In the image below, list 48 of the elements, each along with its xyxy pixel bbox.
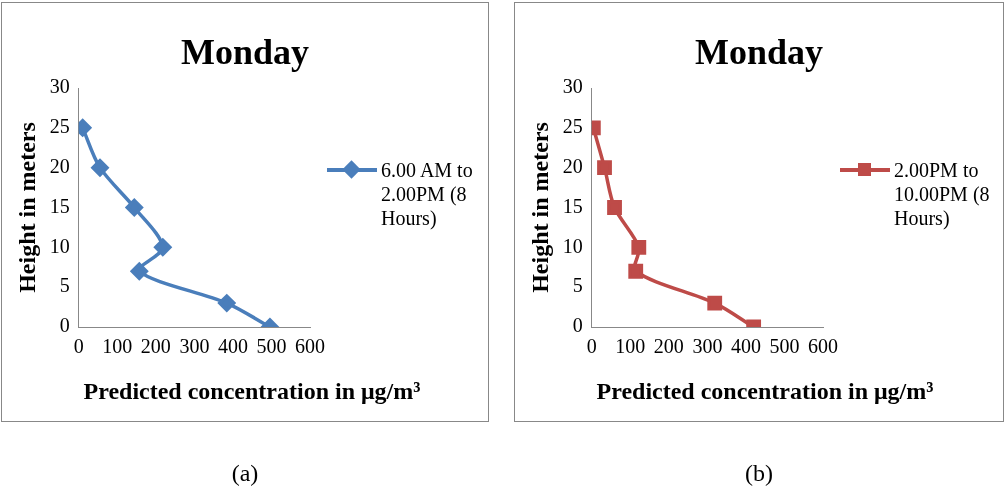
x-tick-label: 0 <box>586 335 597 358</box>
y-tick-label: 5 <box>59 274 70 297</box>
x-tick-label: 100 <box>615 335 646 358</box>
x-tick-label: 200 <box>140 335 171 358</box>
x-tick-label: 300 <box>179 335 210 358</box>
point <box>597 160 612 176</box>
x-tick-label: 200 <box>653 335 684 358</box>
legend-label: 2.00PM to 10.00PM (8 Hours) <box>894 158 991 230</box>
point <box>631 239 647 255</box>
x-axis-title: Predicted concentration in μg/m³ <box>82 377 422 406</box>
text: (a) <box>230 460 260 487</box>
chart-title: Monday <box>694 31 824 73</box>
y-tick-label: 25 <box>49 115 70 138</box>
x-tick-label: 500 <box>769 335 800 358</box>
text: (b) <box>744 460 774 487</box>
y-tick-label: 15 <box>562 194 583 217</box>
y-axis-title: Height in meters <box>13 122 40 293</box>
x-tick-label: 400 <box>217 335 248 358</box>
x-axis-title: Predicted concentration in μg/m³ <box>595 377 935 406</box>
y-axis-title: Height in meters <box>526 122 553 293</box>
point <box>607 200 622 215</box>
point <box>154 238 172 257</box>
y-tick-label: 10 <box>49 234 70 257</box>
point <box>218 294 236 312</box>
y-tick-label: 20 <box>562 154 583 177</box>
y-tick-label: 30 <box>562 75 583 98</box>
x-tick-label: 0 <box>73 335 84 358</box>
x-tick-label: 100 <box>102 335 133 358</box>
y-tick-label: 5 <box>572 274 583 297</box>
y-tick-label: 30 <box>49 75 70 98</box>
x-tick-label: 500 <box>256 335 287 358</box>
point <box>130 262 149 280</box>
chart-title: Monday <box>180 31 310 73</box>
point <box>91 158 109 177</box>
y-tick-label: 0 <box>572 314 583 337</box>
x-tick-label: 300 <box>692 335 723 358</box>
y-tick-label: 0 <box>59 314 70 337</box>
x-tick-label: 600 <box>808 335 838 358</box>
x-tick-label: 400 <box>730 335 761 358</box>
point <box>628 263 644 279</box>
legend-label: 6.00 AM to 2.00PM (8 Hours) <box>381 158 474 230</box>
y-tick-label: 10 <box>562 234 583 257</box>
y-tick-label: 20 <box>49 154 70 177</box>
y-tick-label: 25 <box>562 115 583 138</box>
point <box>125 198 144 217</box>
point <box>707 295 723 311</box>
x-tick-label: 600 <box>295 335 325 358</box>
y-tick-label: 15 <box>49 194 70 217</box>
